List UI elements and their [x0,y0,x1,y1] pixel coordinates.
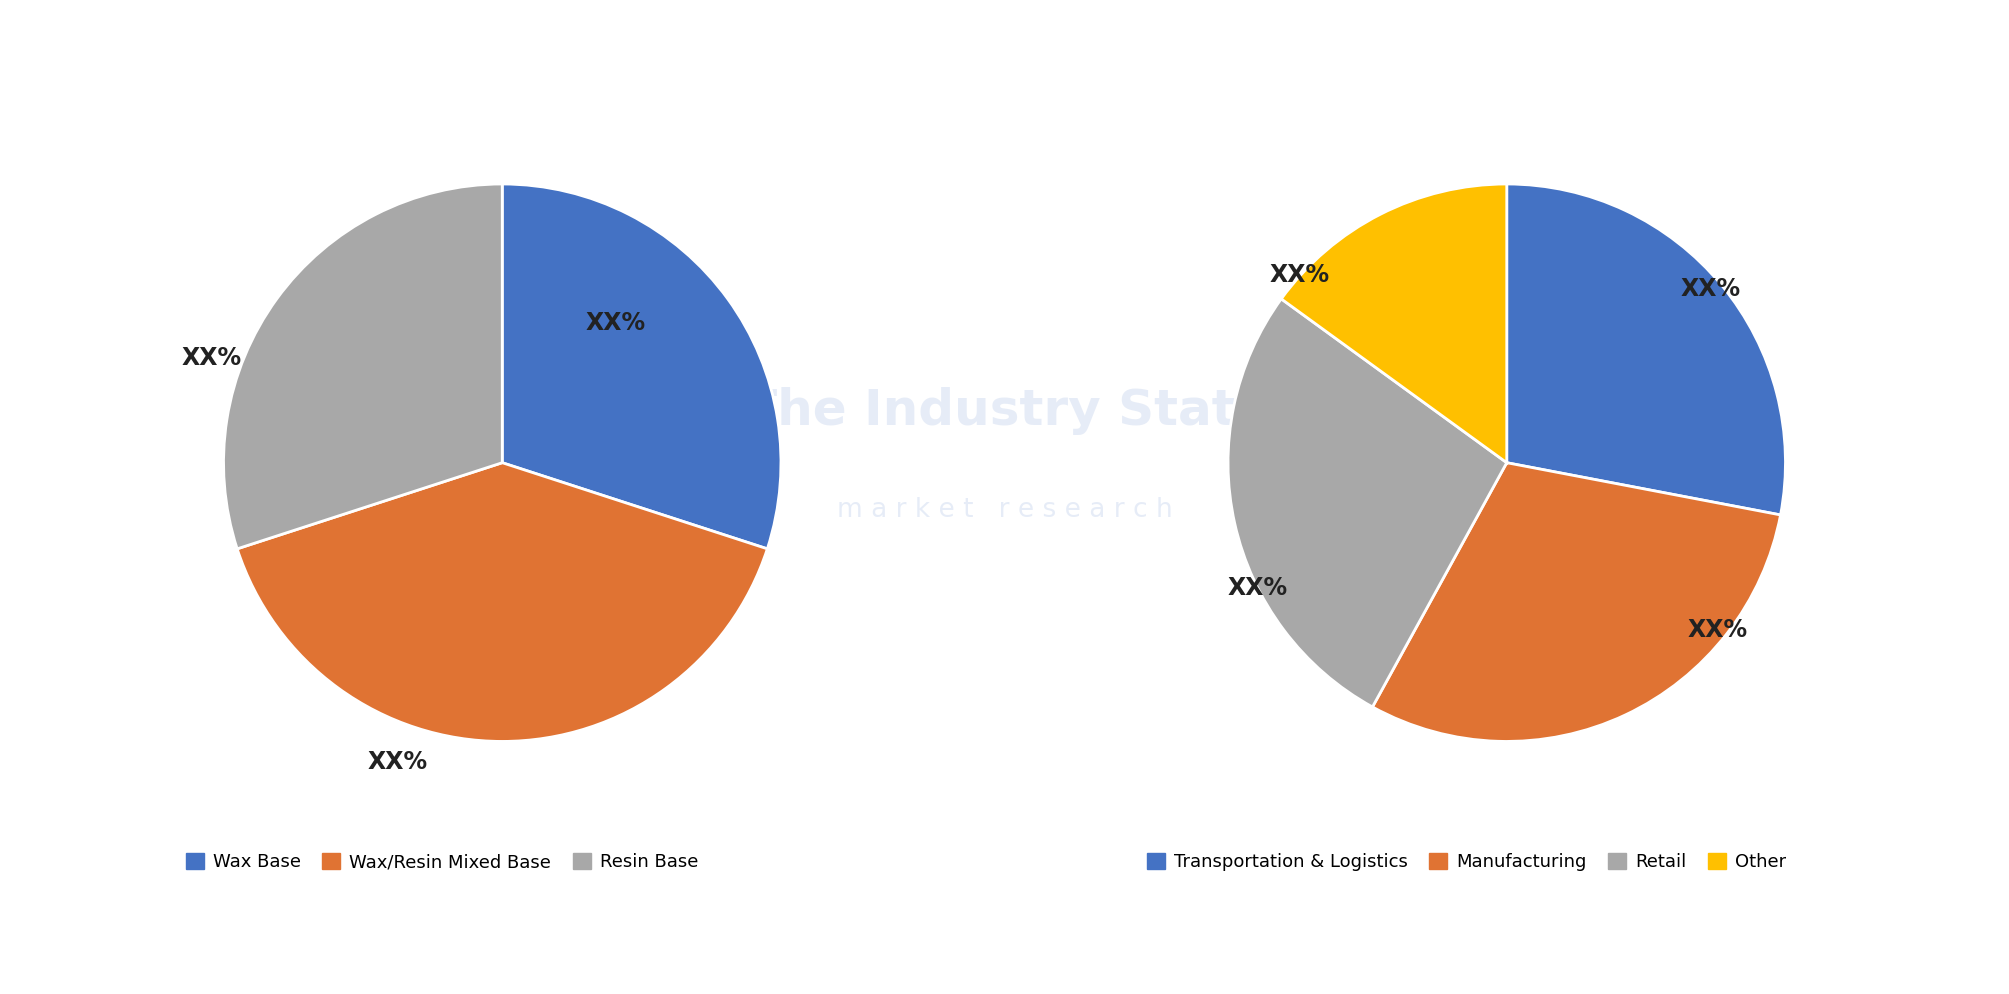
Text: XX%: XX% [368,750,428,774]
Wedge shape [1227,299,1507,707]
Text: XX%: XX% [1270,262,1330,286]
Text: XX%: XX% [1688,618,1748,642]
Text: XX%: XX% [1227,577,1288,600]
Text: XX%: XX% [1682,276,1742,300]
Wedge shape [1372,462,1780,742]
Wedge shape [237,462,767,742]
Text: Source: Theindustrystats Analysis: Source: Theindustrystats Analysis [24,944,370,962]
Legend: Transportation & Logistics, Manufacturing, Retail, Other: Transportation & Logistics, Manufacturin… [1139,846,1794,879]
Text: The Industry Stats: The Industry Stats [743,387,1266,435]
Wedge shape [1282,184,1507,462]
Wedge shape [223,184,502,549]
Wedge shape [502,184,782,549]
Text: XX%: XX% [587,311,647,335]
Text: XX%: XX% [181,346,241,370]
Text: m a r k e t   r e s e a r c h: m a r k e t r e s e a r c h [836,497,1173,523]
Text: Email: sales@theindustrystats.com: Email: sales@theindustrystats.com [828,944,1181,962]
Text: Website: www.theindustrystats.com: Website: www.theindustrystats.com [1617,944,1985,962]
Wedge shape [1507,184,1786,515]
Text: Fig. Global Thermal Transfer Ribbon Market Share by Product Types & Application: Fig. Global Thermal Transfer Ribbon Mark… [26,53,1310,81]
